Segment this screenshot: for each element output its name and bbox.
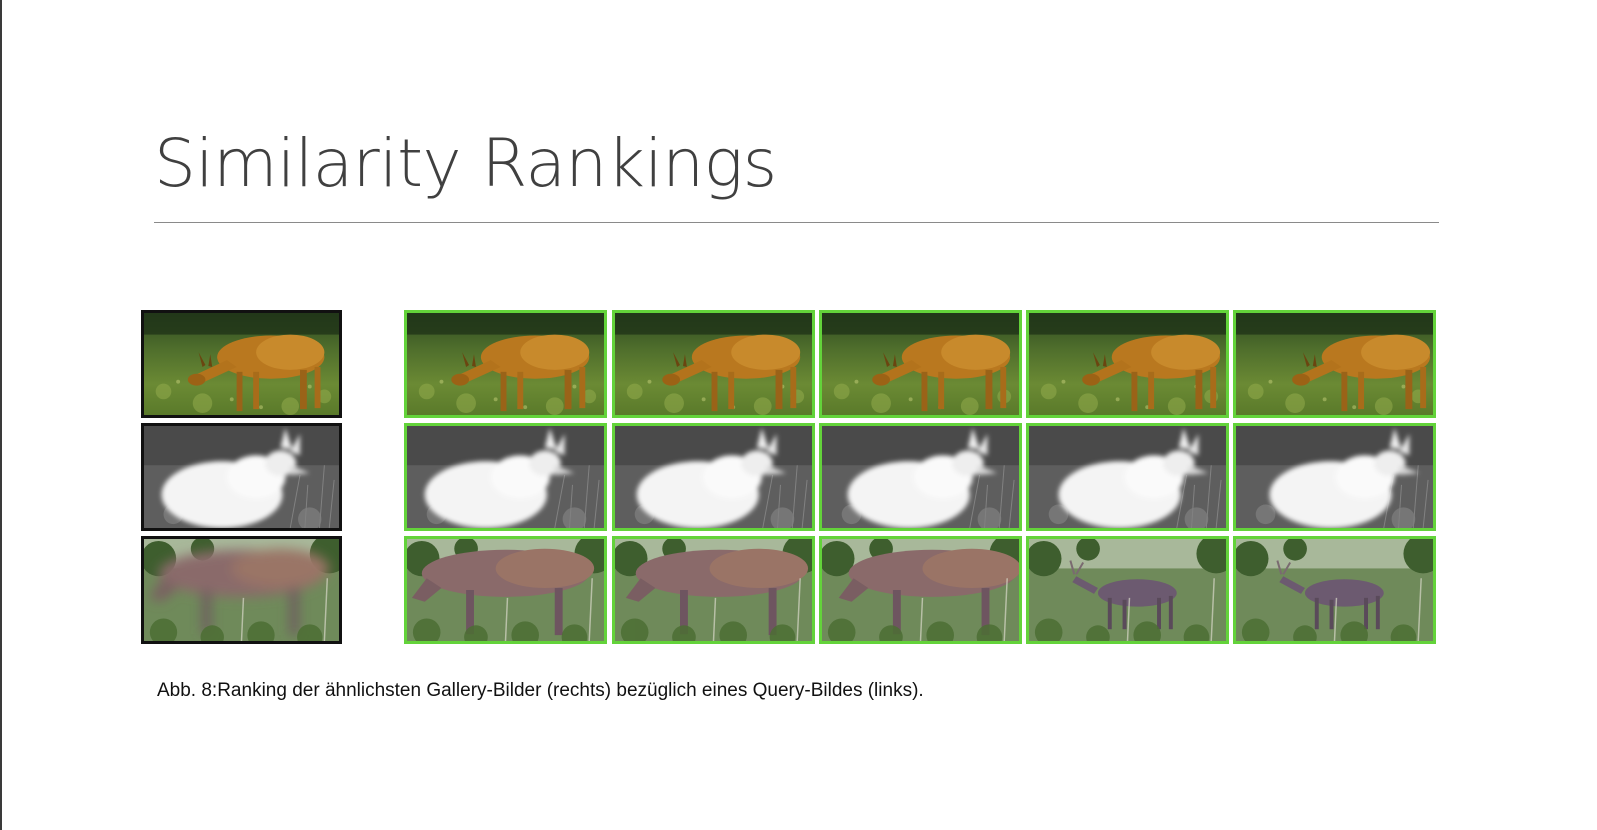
figure-caption: Abb. 8:Ranking der ähnlichsten Gallery-B…: [157, 680, 924, 701]
gallery-image: [404, 310, 607, 418]
gallery-image: [819, 423, 1022, 531]
query-image: [141, 310, 342, 418]
gallery-image: [1233, 423, 1436, 531]
gallery-image: [1233, 310, 1436, 418]
gallery-image: [1026, 423, 1229, 531]
gallery-image: [819, 536, 1022, 644]
gallery-image: [404, 423, 607, 531]
gallery-image: [612, 310, 815, 418]
query-image: [141, 423, 342, 531]
query-image: [141, 536, 342, 644]
gallery-image: [819, 310, 1022, 418]
gallery-image: [1233, 536, 1436, 644]
gallery-image: [612, 536, 815, 644]
slide-left-border: [0, 0, 2, 830]
gallery-image: [612, 423, 815, 531]
slide-title: Similarity Rankings: [154, 125, 777, 202]
gallery-image: [1026, 536, 1229, 644]
gallery-image: [1026, 310, 1229, 418]
title-divider: [154, 222, 1439, 223]
gallery-image: [404, 536, 607, 644]
